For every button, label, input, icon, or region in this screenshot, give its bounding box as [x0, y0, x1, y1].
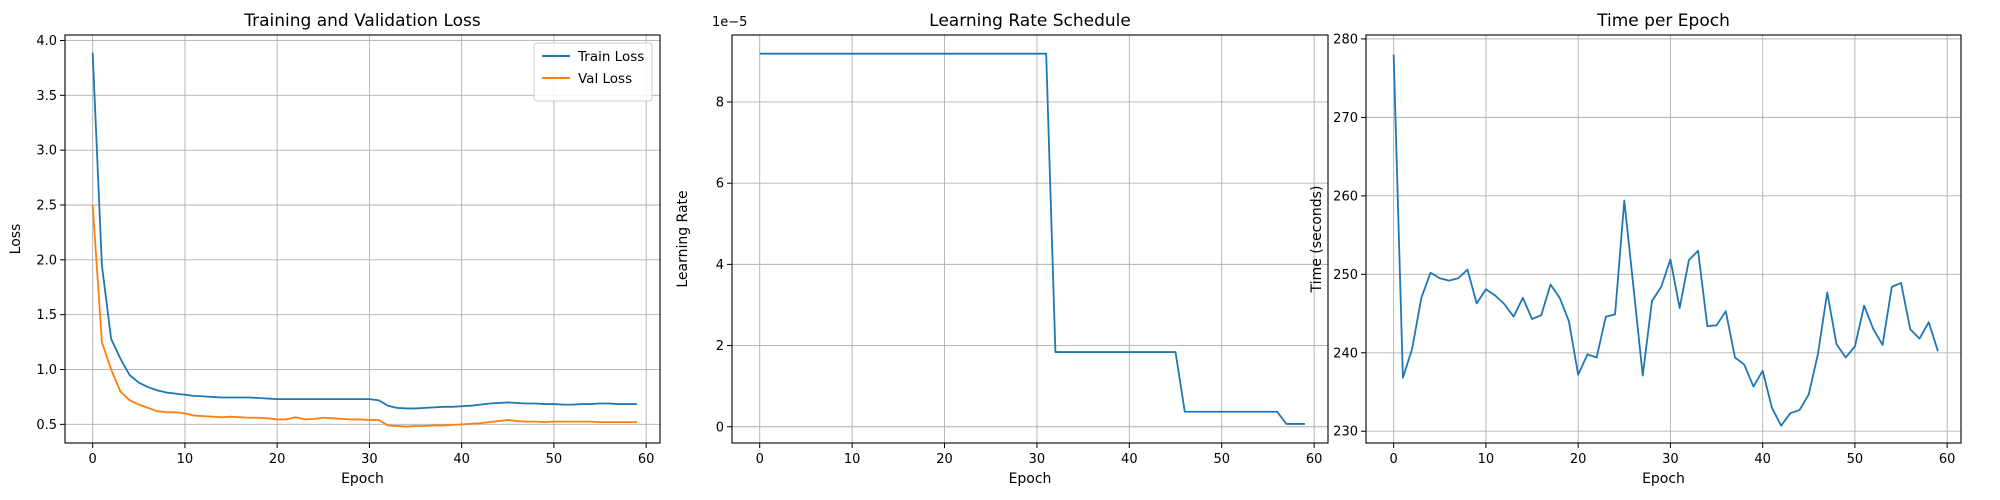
x-tick-label: 50 [546, 452, 563, 467]
plot-frame [64, 34, 661, 444]
y-axis-label: Time (seconds) [1309, 186, 1325, 294]
y-tick-label: 2.0 [36, 253, 57, 268]
y-tick-label: 4.0 [36, 34, 57, 49]
x-tick-label: 60 [638, 452, 655, 467]
series-line-train-loss [91, 52, 637, 410]
y-tick-label: 2 [716, 339, 724, 354]
y-tick-label: 280 [1333, 32, 1358, 47]
legend: Train Loss Val Loss [533, 42, 653, 102]
chart-title: Time per Epoch [1596, 11, 1730, 31]
y-tick-label: 0.5 [36, 418, 57, 433]
time-per-epoch-chart: Time per Epoch Epoch Time (seconds) 0 10 2… [1309, 11, 1962, 487]
loss-chart: Training and Validation Loss Epoch Loss … [8, 11, 661, 487]
x-tick-label: 50 [1213, 452, 1230, 467]
y-tick-label: 250 [1333, 268, 1358, 283]
x-axis-label: Epoch [1642, 471, 1685, 487]
legend-label: Val Loss [578, 71, 632, 87]
chart-title: Training and Validation Loss [243, 11, 481, 31]
y-tick-label: 3.5 [36, 89, 57, 104]
x-tick-label: 20 [936, 452, 953, 467]
legend-box [533, 42, 653, 102]
legend-label: Train Loss [577, 49, 644, 65]
y-axis-label: Learning Rate [675, 190, 691, 287]
x-axis-label: Epoch [341, 471, 384, 487]
series-line-0 [1392, 54, 1939, 427]
y-tick-label: 3.0 [36, 144, 57, 159]
x-tick-label: 10 [177, 452, 194, 467]
x-tick-label: 20 [1570, 452, 1587, 467]
x-tick-label: 0 [89, 452, 97, 467]
x-tick-label: 60 [1939, 452, 1956, 467]
series-line-0 [759, 52, 1305, 425]
y-tick-label: 1.0 [36, 363, 57, 378]
learning-rate-chart: Learning Rate Schedule Epoch Learning Ra… [675, 11, 1329, 487]
x-tick-label: 0 [756, 452, 764, 467]
x-tick-label: 40 [1121, 452, 1138, 467]
x-tick-label: 0 [1390, 452, 1398, 467]
x-tick-label: 40 [1754, 452, 1771, 467]
y-tick-label: 270 [1333, 111, 1358, 126]
y-tick-label: 240 [1333, 346, 1358, 361]
x-tick-label: 40 [453, 452, 470, 467]
y-tick-label: 4 [716, 258, 724, 273]
y-tick-label: 2.5 [36, 199, 57, 214]
y-tick-label: 0 [716, 420, 724, 435]
y-tick-label: 1.5 [36, 308, 57, 323]
x-tick-label: 60 [1306, 452, 1323, 467]
x-tick-label: 50 [1847, 452, 1864, 467]
y-tick-label: 8 [716, 95, 724, 110]
x-axis-label: Epoch [1009, 471, 1052, 487]
y-tick-label: 260 [1333, 189, 1358, 204]
y-tick-label: 6 [716, 177, 724, 192]
y-axis-label: Loss [8, 224, 24, 255]
x-tick-label: 30 [361, 452, 378, 467]
plot-frame [731, 34, 1329, 444]
y-tick-label: 230 [1333, 425, 1358, 440]
chart-title: Learning Rate Schedule [929, 11, 1131, 31]
x-tick-label: 10 [1478, 452, 1495, 467]
x-tick-label: 30 [1029, 452, 1046, 467]
x-tick-label: 10 [844, 452, 861, 467]
plot-frame [1365, 34, 1962, 444]
y-scale-label: 1e−5 [712, 15, 747, 30]
series-line-val-loss [91, 204, 637, 428]
x-tick-label: 30 [1662, 452, 1679, 467]
x-tick-label: 20 [269, 452, 286, 467]
